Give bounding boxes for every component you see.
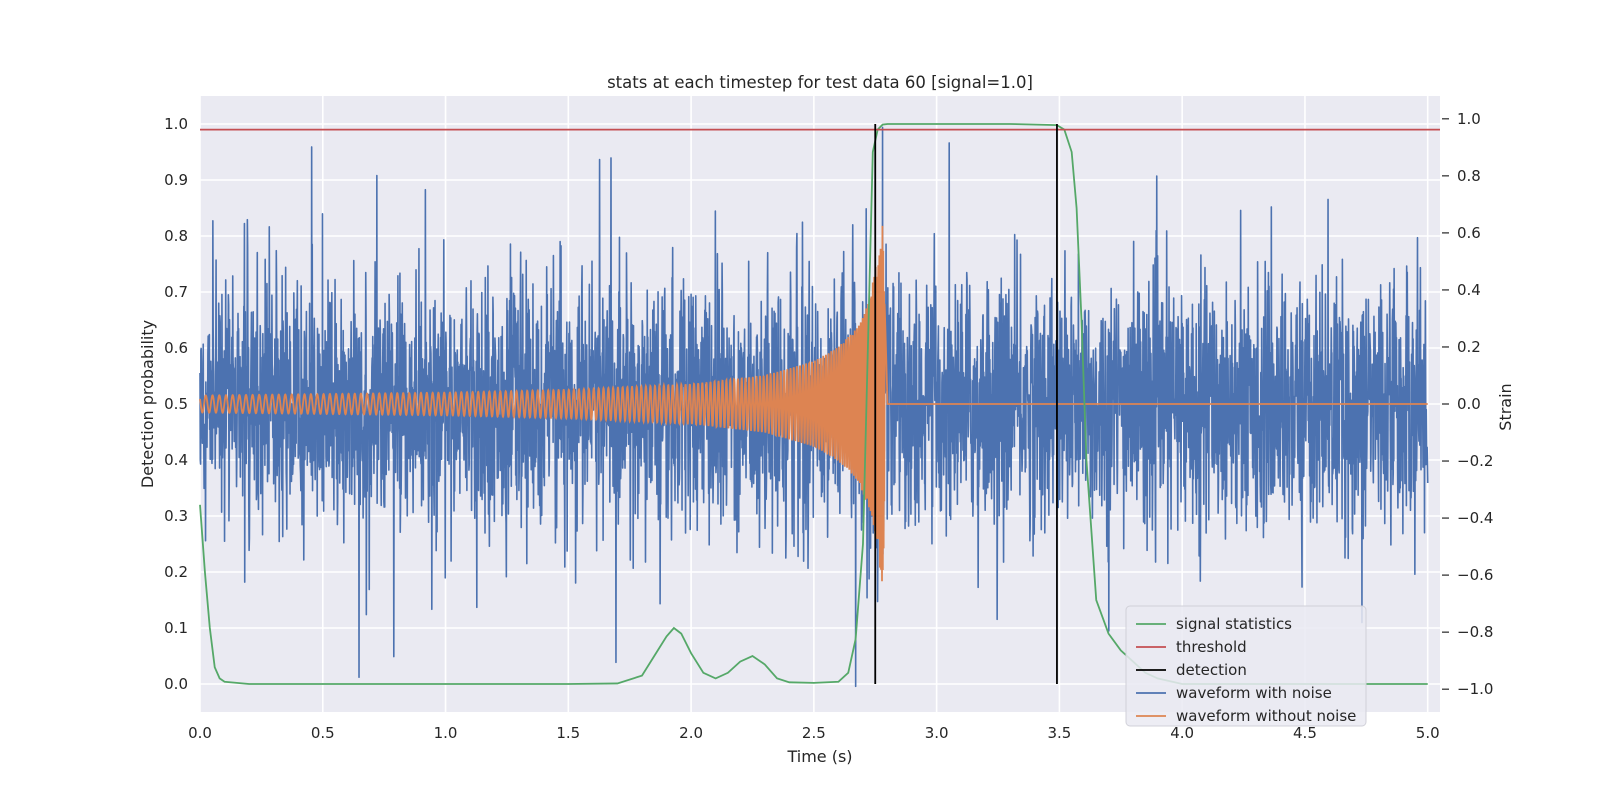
y2-tick-label: 0.0 (1457, 395, 1481, 413)
x-tick-label: 2.0 (679, 724, 703, 742)
y2-tick-label: −0.2 (1457, 452, 1493, 470)
detection-layer (874, 124, 1058, 684)
x-tick-label: 0.5 (311, 724, 335, 742)
y-axis-left: 0.0 0.1 0.2 0.3 0.4 0.5 0.6 0.7 0.8 0.9 1.0 (164, 115, 188, 693)
y2-tick-label: 0.4 (1457, 281, 1481, 299)
x-tick-label: 1.0 (434, 724, 458, 742)
y-tick-label: 0.4 (164, 451, 188, 469)
signal-statistics-line (199, 123, 1428, 685)
y-axis-right: −1.0 −0.8 −0.6 −0.4 −0.2 0.0 0.2 0.4 0.6 0.8 1.0 (1442, 110, 1493, 698)
signal-statistics-layer (199, 123, 1428, 685)
y-tick-label: 0.9 (164, 171, 188, 189)
legend-label-signal: signal statistics (1176, 615, 1292, 633)
y2-tick-label: −0.6 (1457, 566, 1493, 584)
y-tick-label: 0.5 (164, 395, 188, 413)
y-tick-label: 0.7 (164, 283, 188, 301)
x-tick-label: 3.5 (1047, 724, 1071, 742)
legend-box (1125, 605, 1367, 727)
waveform-without-noise-layer (199, 225, 1428, 582)
x-tick-label: 0.0 (188, 724, 212, 742)
waveform-without-noise-line (199, 225, 1428, 582)
y-tick-label: 0.3 (164, 507, 188, 525)
y2-tick-label: 0.2 (1457, 338, 1481, 356)
chart-title: stats at each timestep for test data 60 … (607, 73, 1033, 92)
y2-tick-label: −0.4 (1457, 509, 1493, 527)
legend-label-clean: waveform without noise (1176, 707, 1356, 725)
y-tick-label: 0.8 (164, 227, 188, 245)
y2-tick-label: −1.0 (1457, 680, 1493, 698)
x-axis-label: Time (s) (786, 747, 852, 766)
x-axis: 0.0 0.5 1.0 1.5 2.0 2.5 3.0 3.5 4.0 4.5 5.0 (188, 724, 1440, 742)
y2-tick-label: 1.0 (1457, 110, 1481, 128)
x-tick-label: 4.0 (1170, 724, 1194, 742)
y-axis-label: Detection probability (138, 320, 157, 488)
legend: signal statistics threshold detection wavef… (1125, 605, 1367, 727)
y-tick-label: 0.2 (164, 563, 188, 581)
legend-label-detection: detection (1176, 661, 1247, 679)
x-tick-label: 3.0 (925, 724, 949, 742)
x-tick-label: 2.5 (802, 724, 826, 742)
y-tick-label: 0.1 (164, 619, 188, 637)
x-tick-label: 5.0 (1416, 724, 1440, 742)
legend-label-noisy: waveform with noise (1176, 684, 1332, 702)
y2-tick-label: 0.8 (1457, 167, 1481, 185)
y2-axis-label: Strain (1496, 383, 1515, 430)
y-tick-label: 1.0 (164, 115, 188, 133)
legend-label-threshold: threshold (1176, 638, 1247, 656)
y-tick-label: 0.0 (164, 675, 188, 693)
y-tick-label: 0.6 (164, 339, 188, 357)
x-tick-label: 1.5 (556, 724, 580, 742)
x-tick-label: 4.5 (1293, 724, 1317, 742)
y2-tick-label: 0.6 (1457, 224, 1481, 242)
y2-tick-label: −0.8 (1457, 623, 1493, 641)
